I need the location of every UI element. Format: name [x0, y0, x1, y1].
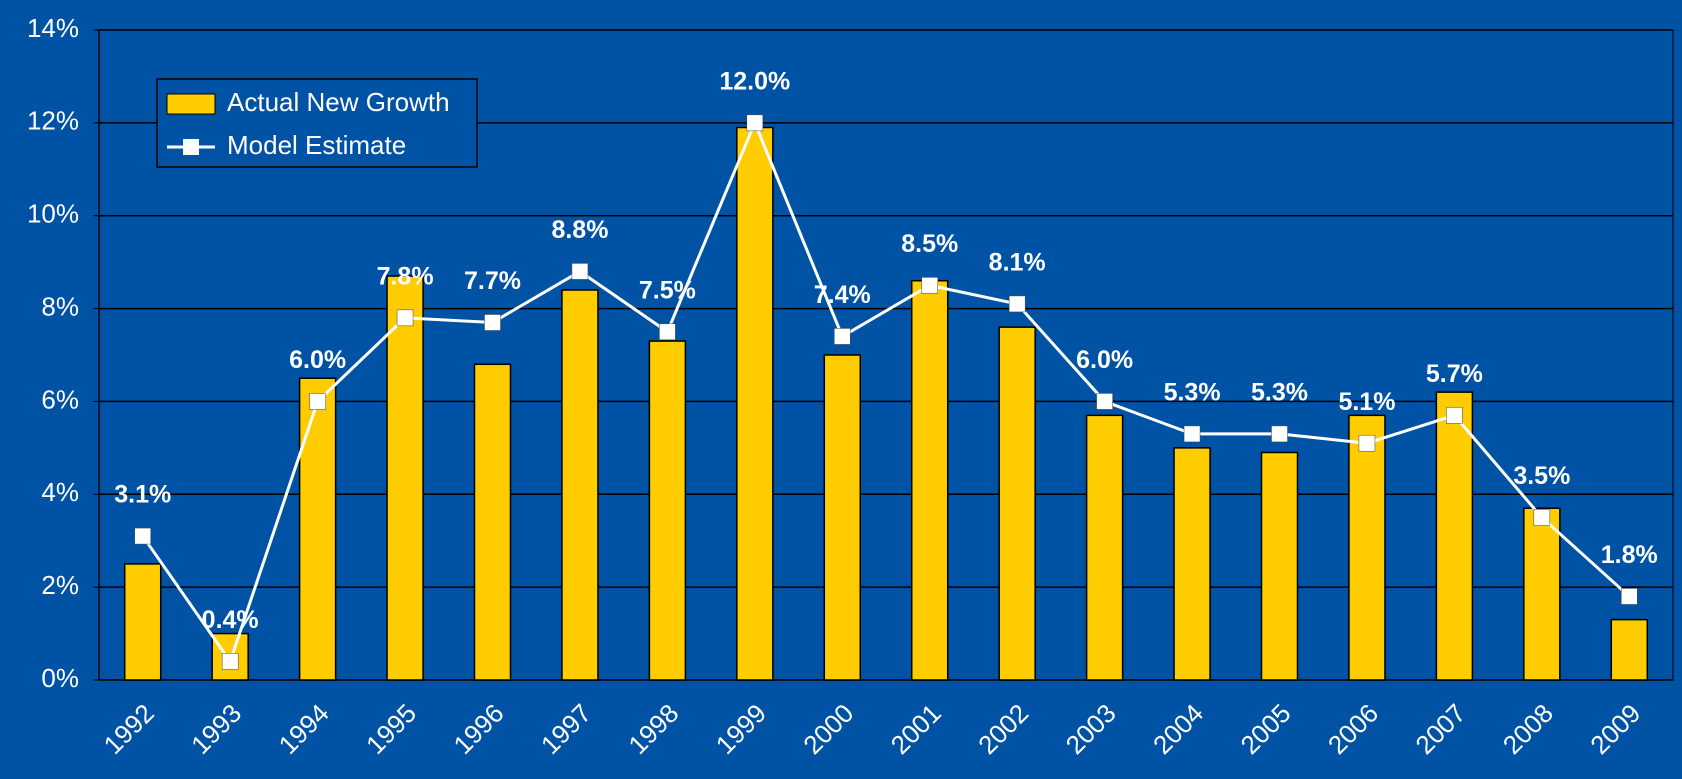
bar [386, 275, 424, 681]
data-label: 1.8% [1601, 541, 1658, 569]
marker [1621, 588, 1638, 605]
marker [659, 323, 676, 341]
marker [834, 328, 851, 345]
bar [1173, 447, 1211, 681]
x-tick-label: 2008 [1497, 698, 1559, 760]
bar [473, 363, 512, 681]
bar [823, 354, 862, 681]
data-label: 5.3% [1164, 379, 1221, 407]
legend-label: Model Estimate [227, 130, 406, 160]
bar [1523, 507, 1561, 681]
marker [309, 393, 326, 410]
data-label: 8.5% [901, 230, 958, 258]
marker [746, 114, 764, 132]
x-tick-label: 1995 [360, 698, 422, 760]
data-label: 5.7% [1426, 360, 1483, 388]
x-tick-label: 2001 [885, 698, 947, 760]
x-tick-label: 1998 [622, 698, 684, 760]
y-tick-label: 6% [41, 384, 79, 414]
x-tick-label: 2009 [1584, 698, 1646, 760]
legend-label: Actual New Growth [227, 87, 450, 117]
bar [1348, 414, 1386, 681]
y-tick-label: 8% [41, 291, 79, 321]
x-tick-label: 1992 [98, 698, 160, 760]
bar [1260, 451, 1299, 681]
data-label: 0.4% [202, 606, 259, 634]
bar [561, 289, 599, 681]
data-label: 7.5% [639, 276, 696, 304]
bar [736, 126, 774, 681]
y-tick-label: 2% [41, 570, 79, 600]
y-tick-label: 4% [41, 477, 79, 507]
marker [1358, 434, 1376, 452]
marker [1271, 425, 1288, 443]
x-tick-label: 2007 [1409, 698, 1471, 760]
line [141, 118, 1631, 665]
bar [1085, 414, 1124, 681]
y-tick-label: 10% [27, 199, 79, 229]
x-tick-label: 2005 [1234, 698, 1296, 760]
bar [123, 563, 162, 681]
x-tick-label: 2000 [797, 698, 859, 760]
bar [998, 326, 1036, 681]
marker [921, 277, 938, 294]
marker [1533, 509, 1551, 526]
marker [221, 653, 239, 670]
marker [571, 263, 589, 280]
bar [298, 377, 337, 681]
data-label: 7.8% [377, 262, 434, 290]
x-tick-label: 2002 [972, 698, 1034, 760]
bar [1435, 391, 1474, 681]
y-tick-label: 0% [41, 663, 79, 693]
bar [648, 340, 687, 681]
marker [1008, 295, 1026, 313]
bar [1610, 618, 1649, 681]
y-tick-label: 12% [27, 106, 79, 136]
data-label: 3.5% [1513, 462, 1570, 490]
x-tick-label: 1994 [273, 698, 335, 760]
legend-swatch [166, 93, 216, 115]
data-label: 6.0% [1076, 346, 1133, 374]
bar [910, 279, 949, 681]
marker [134, 527, 151, 545]
x-tick-label: 1993 [185, 698, 247, 760]
data-label: 3.1% [114, 481, 171, 509]
marker [1183, 425, 1201, 443]
legend-marker [183, 139, 199, 155]
data-label: 5.3% [1251, 379, 1308, 407]
marker [396, 309, 414, 327]
x-tick-label: 1997 [535, 698, 597, 760]
y-tick-label: 14% [27, 13, 79, 43]
marker [1446, 407, 1463, 424]
x-tick-label: 2003 [1060, 698, 1122, 760]
data-label: 8.1% [989, 249, 1046, 277]
x-tick-label: 2004 [1147, 698, 1209, 760]
data-label: 12.0% [719, 67, 790, 95]
x-tick-label: 1999 [710, 698, 772, 760]
data-label: 8.8% [551, 216, 608, 244]
x-tick-label: 1996 [447, 698, 509, 760]
marker [484, 314, 501, 331]
x-tick-label: 2006 [1322, 698, 1384, 760]
data-label: 6.0% [289, 346, 346, 374]
data-label: 5.1% [1338, 388, 1395, 416]
marker [1096, 393, 1113, 410]
data-label: 7.7% [464, 267, 521, 295]
data-label: 7.4% [814, 281, 871, 309]
